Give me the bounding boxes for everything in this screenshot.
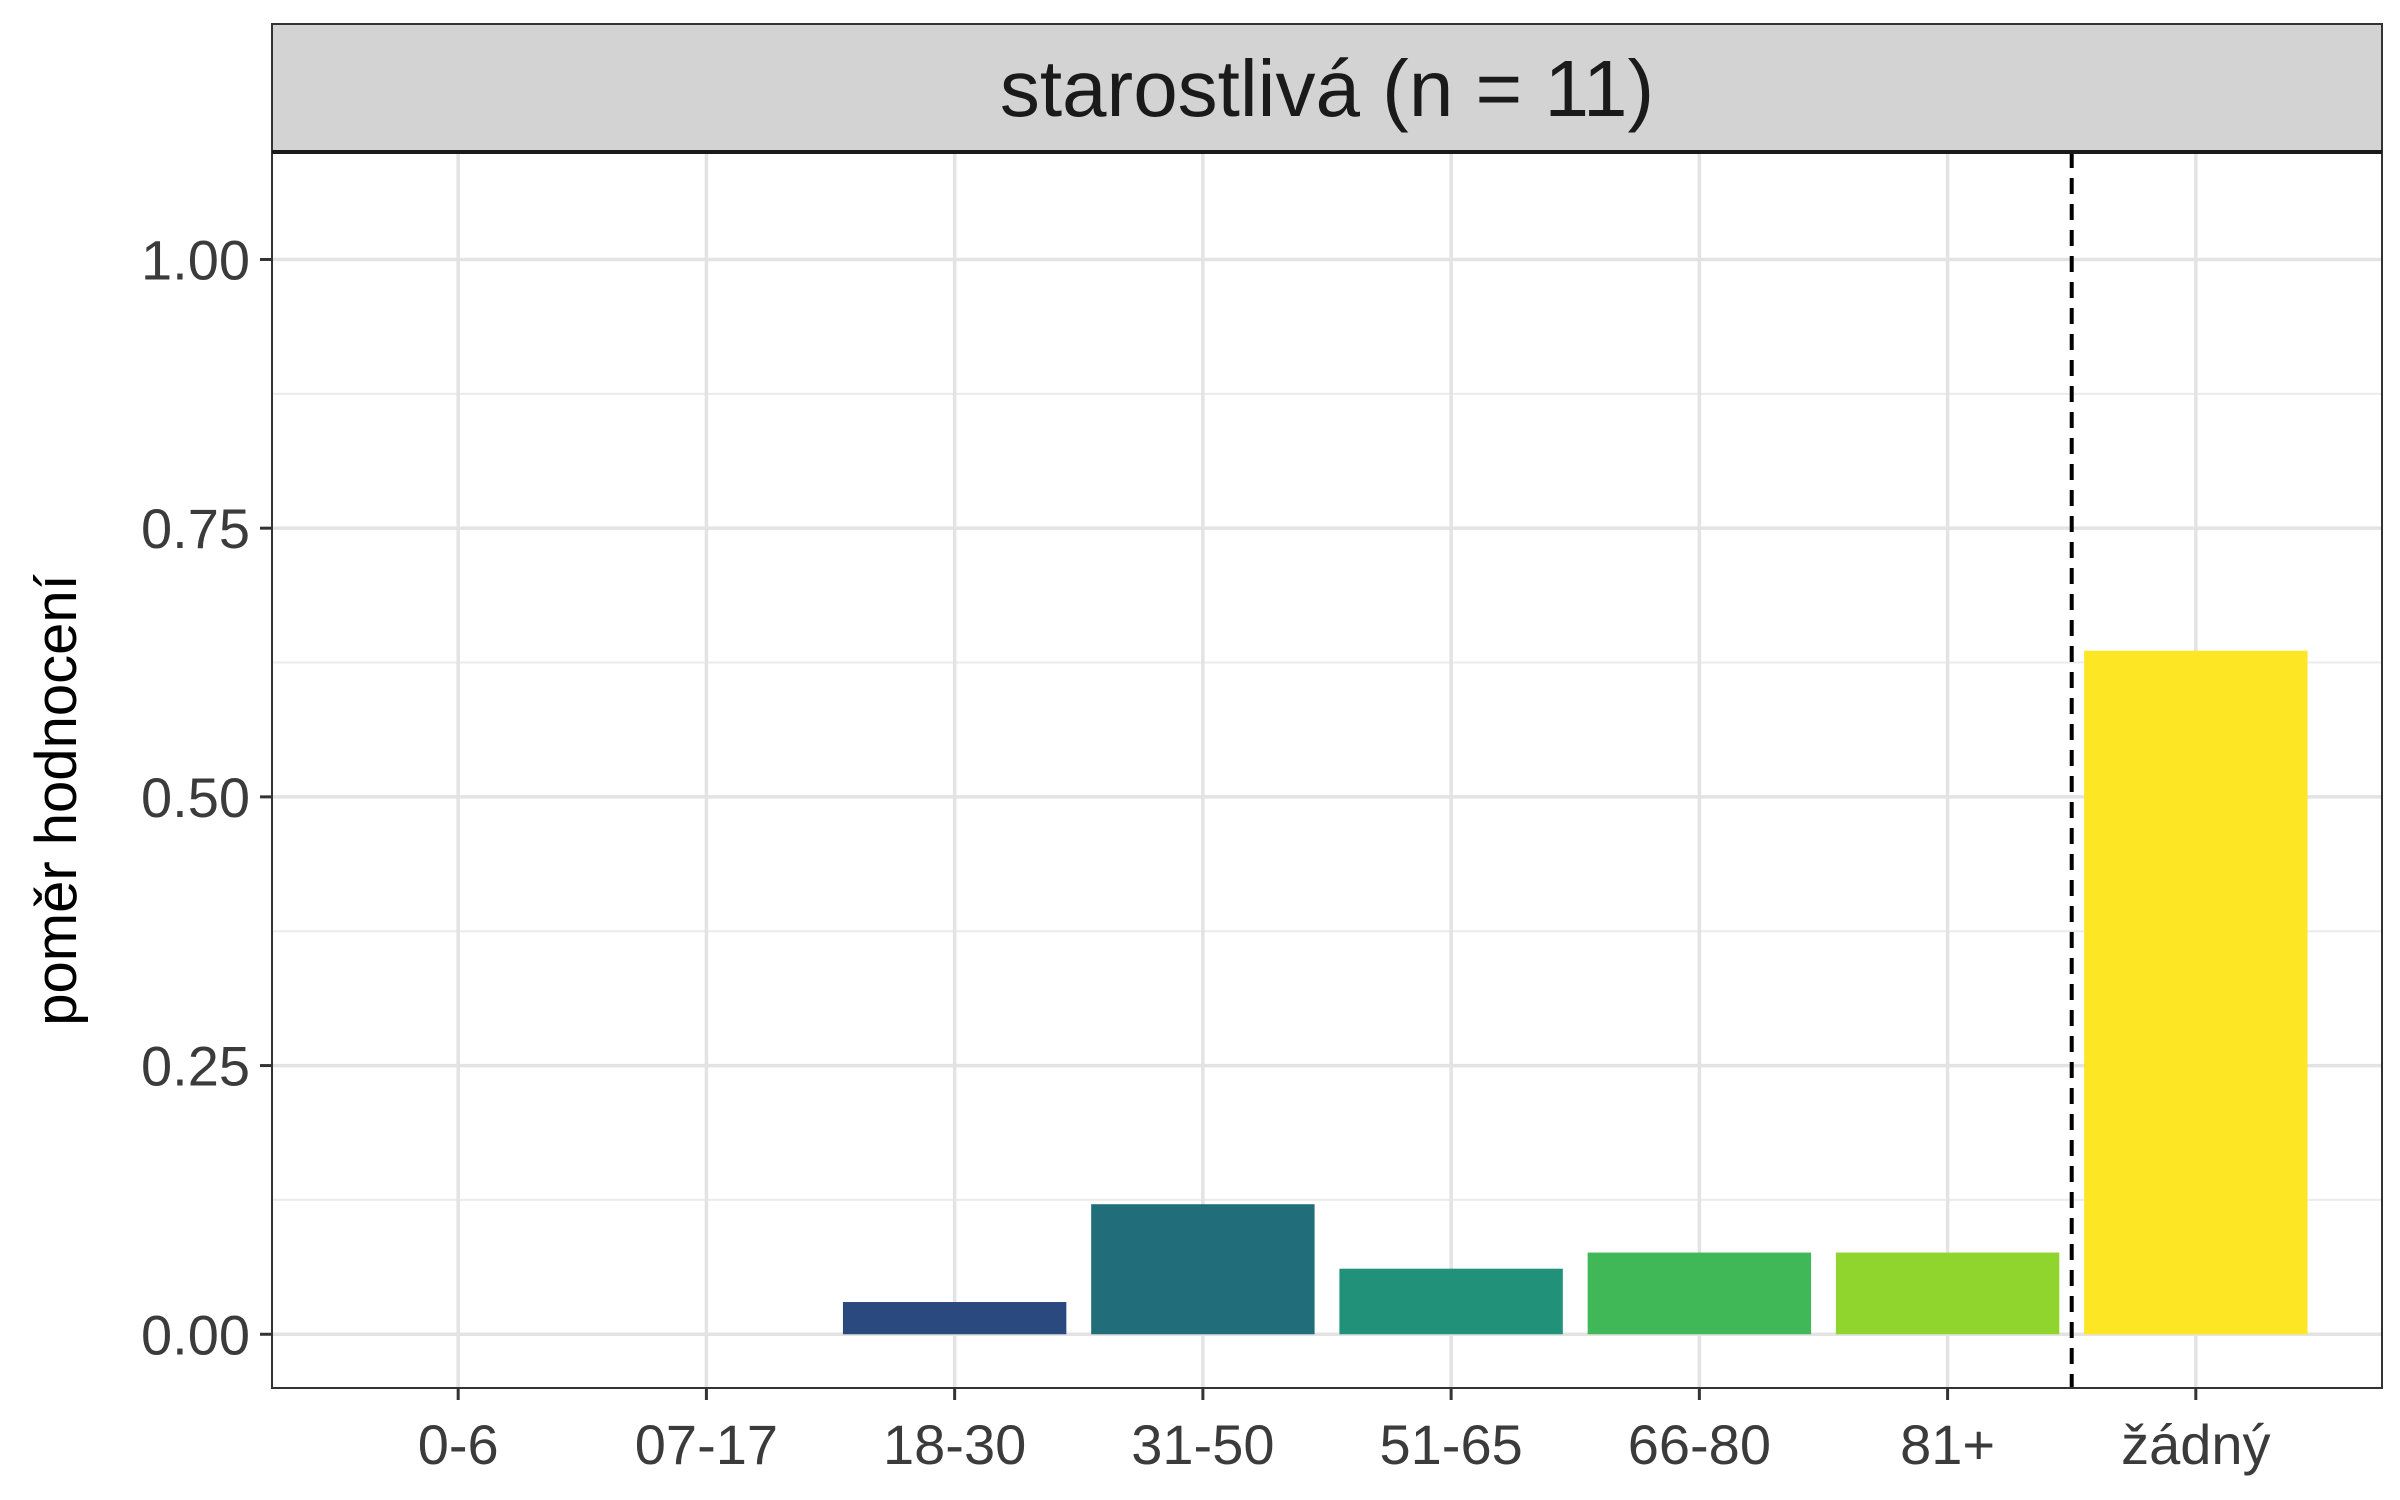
minor-gridlines [272, 392, 2382, 1201]
bar-žádný [2084, 650, 2308, 1335]
bars [842, 650, 2308, 1335]
panel-border [271, 151, 2383, 1389]
x-tick-label: žádný [2121, 1413, 2270, 1476]
x-tick-label: 18-30 [883, 1413, 1026, 1476]
x-tick-label: 66-80 [1628, 1413, 1771, 1476]
x-axis-ticks: 0-6 07-17 18-30 31-50 51-65 66-80 81+ žádný [418, 1388, 2271, 1476]
y-tick-label: 0.00 [141, 1303, 250, 1366]
y-axis-title: poměr hodnocení [24, 574, 89, 1025]
bar-31-50 [1091, 1204, 1315, 1335]
bar-81+ [1835, 1252, 2060, 1335]
x-tick-label: 31-50 [1131, 1413, 1274, 1476]
x-tick-label: 81+ [1900, 1413, 1995, 1476]
y-tick-label: 0.25 [141, 1035, 250, 1098]
y-axis-ticks: 0.00 0.25 0.50 0.75 1.00 [141, 228, 272, 1366]
major-gridlines [272, 152, 2382, 1388]
panel-title: starostlivá (n = 11) [1000, 44, 1654, 133]
y-tick-label: 1.00 [141, 228, 250, 291]
bar-66-80 [1587, 1252, 1812, 1335]
bar-51-65 [1339, 1268, 1563, 1335]
panel-strip [271, 23, 2383, 153]
bar-18-30 [842, 1302, 1067, 1335]
x-tick-label: 51-65 [1380, 1413, 1523, 1476]
y-tick-label: 0.50 [141, 766, 250, 829]
x-tick-label: 0-6 [418, 1413, 499, 1476]
x-tick-label: 07-17 [635, 1413, 778, 1476]
y-tick-label: 0.75 [141, 497, 250, 560]
